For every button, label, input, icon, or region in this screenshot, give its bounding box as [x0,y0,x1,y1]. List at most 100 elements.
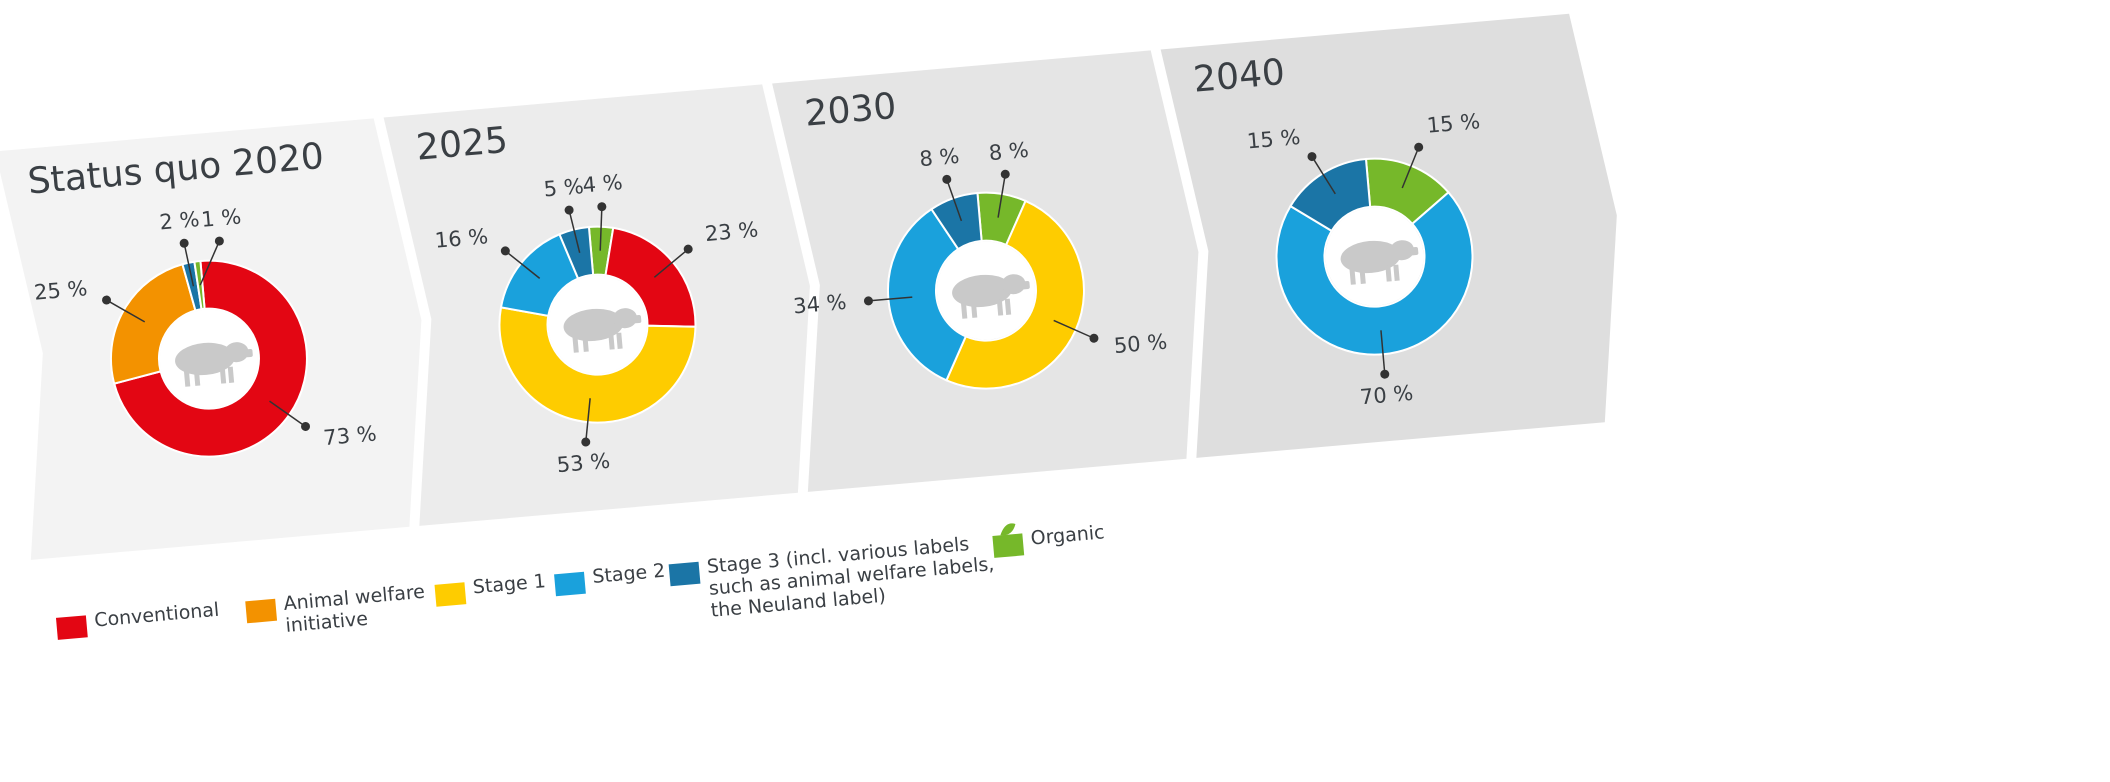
pig-icon [1393,264,1400,281]
value-label: 73 % [322,422,377,451]
donut-slice [1289,157,1372,233]
legend-label: Conventional [93,598,221,632]
leader-dot [683,244,693,254]
leader-line [1311,156,1336,195]
donut-slice [1275,190,1474,356]
legend-swatch [992,533,1025,558]
value-label: 34 % [792,290,847,319]
pig-icon [183,370,191,387]
donut-slice [112,259,308,458]
leader-dot [214,236,224,246]
leader-dot [1089,333,1099,343]
leader-line [504,250,541,279]
chart-title: 2030 [803,86,898,135]
legend-label-box: Organic [1029,521,1106,550]
legend-label-box: Stage 3 (incl. various labels such as an… [706,533,996,622]
legend-swatch [245,598,278,624]
pig-icon [1410,246,1419,256]
leader-line [997,174,1007,218]
leader-dot [179,238,189,248]
leader-dot [564,205,574,215]
leader-dot [1307,152,1317,162]
value-label: 2 % [158,207,200,234]
leader-dot [1414,142,1424,152]
legend-swatch [434,582,467,607]
pig-icon [1004,298,1012,315]
leader-line [585,398,591,443]
legend-swatch [55,615,88,640]
donut-slice [945,199,1085,390]
donut-chart: 2030 8 % 50 % 34 % 8 % [792,86,1168,390]
pig-icon [1021,280,1030,290]
leader-line [269,400,306,428]
value-label: 15 % [1426,109,1481,138]
donut-chart: 2040 15 % 70 % 15 % [1192,52,1481,410]
value-label: 4 % [582,170,624,197]
chart-title: 2040 [1192,52,1287,101]
value-label: 50 % [1113,330,1168,359]
pig-icon [175,342,235,376]
pig-icon [632,314,642,324]
leader-line [868,296,913,302]
leader-line [106,299,146,323]
legend-label: Stage 3 (incl. various labels such as an… [706,533,996,622]
leader-line [946,179,963,222]
legend-swatch [554,571,586,597]
donut-slice [558,225,595,280]
pig-icon [224,342,249,363]
pig-icon [970,301,978,318]
leader-line [653,248,689,278]
leader-dot [1380,369,1390,379]
pig-icon [244,348,253,358]
leader-line [199,240,221,286]
donut-slice [193,259,206,311]
leader-dot [500,246,510,256]
legend-label-box: Conventional [93,598,221,632]
value-label: 8 % [918,144,960,171]
value-label: 15 % [1246,125,1301,154]
value-label: 70 % [1359,381,1414,410]
pig-icon [563,308,624,342]
pig-icon [572,336,579,353]
value-label: 25 % [33,276,88,305]
leader-dot [597,202,607,212]
leader-line [568,209,581,253]
pig-icon [608,333,615,350]
pig-icon [227,366,235,383]
leader-dot [942,174,952,184]
leader-dot [581,437,591,447]
pig-icon [193,369,201,386]
leader-line [1380,330,1386,375]
pig-icon [582,335,589,352]
value-label: 1 % [200,204,242,231]
donut-chart: 2025 4 % 23 % 53 % 16 % 5 % [415,120,760,478]
leader-dot [1000,169,1010,179]
pig-icon [219,367,227,384]
leader-dot [301,421,311,431]
pig-icon [1390,240,1415,261]
chart-title: 2025 [415,120,510,169]
pig-icon [1340,240,1401,274]
leaf-icon [1000,523,1016,536]
pig-icon [1359,267,1366,284]
pig-icon [616,332,623,349]
value-label: 53 % [556,449,611,478]
leader-dot [102,295,112,305]
leader-dot [863,296,873,306]
pig-icon [1001,274,1026,295]
pig-icon [960,302,968,319]
legend-label: Organic [1029,521,1106,550]
pig-icon [1349,268,1356,285]
pig-icon [996,299,1004,316]
pig-icon [1385,265,1392,282]
leader-line [1401,146,1420,189]
donut-slice [498,306,697,424]
pig-icon [613,308,638,329]
leader-line [599,206,603,251]
pig-icon [952,274,1012,308]
donut-slice [109,263,197,385]
